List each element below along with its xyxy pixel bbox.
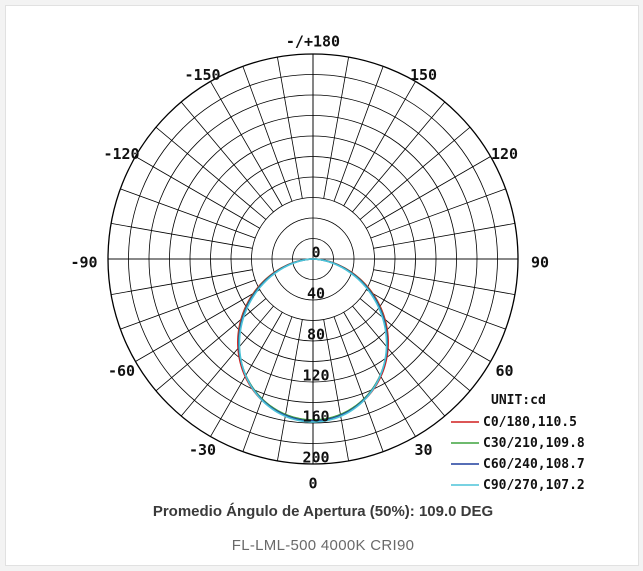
unit-label: UNIT:cd bbox=[491, 393, 546, 408]
grid-spoke bbox=[343, 312, 416, 437]
angle-label: -30 bbox=[189, 441, 216, 459]
beam-angle-caption: Promedio Ángulo de Apertura (50%): 109.0… bbox=[152, 503, 494, 520]
angle-label: -120 bbox=[103, 145, 139, 163]
polar-curves bbox=[237, 258, 389, 423]
legend-entry: C60/240,108.7 bbox=[483, 457, 585, 472]
grid-spoke bbox=[370, 188, 506, 239]
radial-tick-label: 160 bbox=[302, 408, 329, 426]
grid-spoke bbox=[155, 298, 267, 392]
angle-label: 150 bbox=[410, 66, 437, 84]
radial-tick-label: 0 bbox=[311, 244, 320, 262]
grid-spoke bbox=[180, 305, 274, 417]
grid-spoke bbox=[333, 66, 384, 202]
grid-spoke bbox=[120, 188, 256, 239]
grid-spoke bbox=[180, 101, 274, 213]
legend-entry: C0/180,110.5 bbox=[483, 415, 577, 430]
radial-tick-label: 80 bbox=[307, 326, 325, 344]
grid-spoke bbox=[343, 81, 416, 206]
angle-label: -90 bbox=[70, 254, 97, 272]
grid-spoke bbox=[373, 223, 515, 249]
angle-label: 60 bbox=[495, 362, 513, 380]
angle-label: 120 bbox=[491, 145, 518, 163]
grid-spoke bbox=[135, 289, 260, 362]
grid-spoke bbox=[323, 57, 349, 199]
grid-spoke bbox=[352, 305, 446, 417]
angle-label: 30 bbox=[414, 441, 432, 459]
photometric-card: -/+180 -150 150 -120 120 -90 90 -60 60 -30 30 0 0 40 8… bbox=[5, 5, 639, 566]
angle-label: -150 bbox=[184, 66, 220, 84]
grid-spoke bbox=[333, 316, 384, 452]
radial-tick-label: 40 bbox=[307, 285, 325, 303]
grid-spoke bbox=[359, 298, 471, 392]
angle-label: 0 bbox=[308, 475, 317, 493]
grid-spoke bbox=[370, 279, 506, 330]
legend-entry: C30/210,109.8 bbox=[483, 436, 585, 451]
radial-tick-label: 120 bbox=[302, 367, 329, 385]
grid-spoke bbox=[352, 101, 446, 213]
grid-spoke bbox=[111, 269, 253, 295]
model-caption: FL-LML-500 4000K CRI90 bbox=[231, 537, 415, 554]
grid-spoke bbox=[323, 319, 349, 461]
grid-spoke bbox=[242, 66, 293, 202]
polar-labels: -/+180 -150 150 -120 120 -90 90 -60 60 -30 30 0 0 40 8… bbox=[70, 33, 549, 493]
grid-spoke bbox=[366, 156, 491, 229]
grid-spoke bbox=[210, 81, 283, 206]
grid-spoke bbox=[359, 126, 471, 220]
polar-grid bbox=[107, 53, 519, 465]
grid-spoke bbox=[242, 316, 293, 452]
radial-tick-label: 200 bbox=[302, 449, 329, 467]
grid-spoke bbox=[155, 126, 267, 220]
grid-spoke bbox=[277, 57, 303, 199]
angle-label: -/+180 bbox=[286, 33, 340, 51]
grid-spoke bbox=[135, 156, 260, 229]
intensity-curve bbox=[238, 258, 388, 423]
grid-spoke bbox=[366, 289, 491, 362]
grid-spoke bbox=[120, 279, 256, 330]
grid-spoke bbox=[111, 223, 253, 249]
chart-legend: UNIT:cd C0/180,110.5 C30/210,109.8 C60/240,… bbox=[451, 393, 585, 493]
polar-chart: -/+180 -150 150 -120 120 -90 90 -60 60 -30 30 0 0 40 8… bbox=[70, 33, 585, 494]
grid-spoke bbox=[210, 312, 283, 437]
angle-label: -60 bbox=[108, 362, 135, 380]
legend-entry: C90/270,107.2 bbox=[483, 478, 585, 493]
angle-label: 90 bbox=[531, 254, 549, 272]
grid-spoke bbox=[373, 269, 515, 295]
grid-spoke bbox=[277, 319, 303, 461]
